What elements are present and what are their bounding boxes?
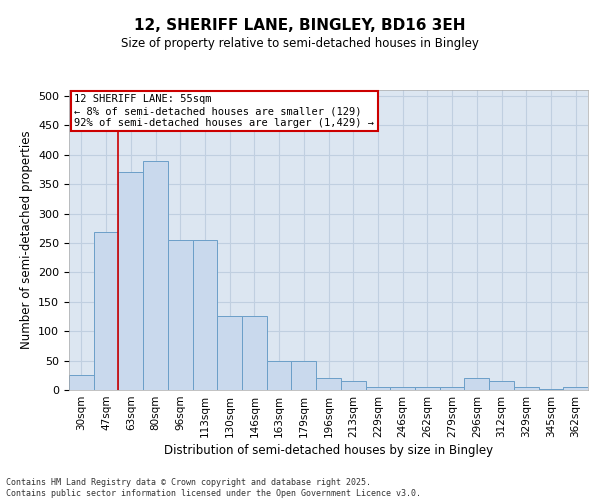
Bar xyxy=(415,387,440,390)
Text: 12, SHERIFF LANE, BINGLEY, BD16 3EH: 12, SHERIFF LANE, BINGLEY, BD16 3EH xyxy=(134,18,466,32)
Bar xyxy=(118,172,143,390)
Bar xyxy=(217,316,242,390)
Bar xyxy=(539,389,563,390)
X-axis label: Distribution of semi-detached houses by size in Bingley: Distribution of semi-detached houses by … xyxy=(164,444,493,457)
Bar xyxy=(440,387,464,390)
Bar xyxy=(168,240,193,390)
Bar xyxy=(390,387,415,390)
Bar xyxy=(69,376,94,390)
Bar xyxy=(489,381,514,390)
Bar xyxy=(94,232,118,390)
Bar xyxy=(464,378,489,390)
Bar xyxy=(193,240,217,390)
Bar xyxy=(267,360,292,390)
Bar xyxy=(514,387,539,390)
Y-axis label: Number of semi-detached properties: Number of semi-detached properties xyxy=(20,130,32,350)
Bar xyxy=(292,360,316,390)
Bar xyxy=(242,316,267,390)
Bar xyxy=(143,160,168,390)
Text: Size of property relative to semi-detached houses in Bingley: Size of property relative to semi-detach… xyxy=(121,38,479,51)
Bar xyxy=(316,378,341,390)
Text: Contains HM Land Registry data © Crown copyright and database right 2025.
Contai: Contains HM Land Registry data © Crown c… xyxy=(6,478,421,498)
Text: 12 SHERIFF LANE: 55sqm
← 8% of semi-detached houses are smaller (129)
92% of sem: 12 SHERIFF LANE: 55sqm ← 8% of semi-deta… xyxy=(74,94,374,128)
Bar xyxy=(365,387,390,390)
Bar xyxy=(341,381,365,390)
Bar xyxy=(563,387,588,390)
